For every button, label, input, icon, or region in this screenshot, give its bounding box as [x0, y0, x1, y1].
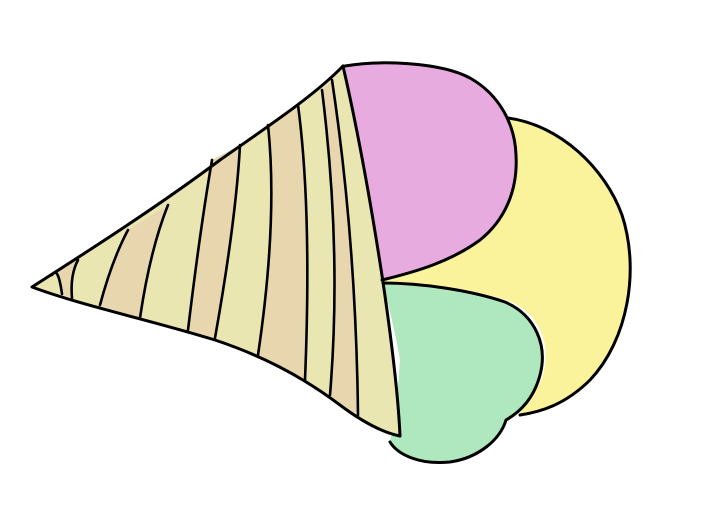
pink-scoop-outline — [343, 61, 518, 282]
cone-stripe — [213, 143, 242, 340]
green-scoop-outline — [381, 281, 544, 465]
yellow-scoop-outline — [506, 116, 632, 417]
cone-band — [258, 105, 308, 380]
cone-stripe — [330, 78, 360, 417]
cone-edge-outline — [341, 64, 402, 438]
pink-scoop — [345, 62, 517, 281]
cone-band — [100, 205, 168, 318]
yellow-scoop — [382, 118, 631, 415]
cone-band — [188, 145, 240, 338]
green-scoop — [383, 283, 543, 463]
cone-stripe — [296, 103, 309, 382]
cone-stripe — [186, 158, 214, 332]
cone-stripe — [320, 88, 336, 397]
cone-stripe — [256, 123, 273, 357]
cone-outline — [30, 64, 402, 438]
cone-stripe — [138, 203, 170, 320]
cone-bands — [52, 80, 358, 415]
cone-stripe — [98, 228, 130, 307]
cone-stripe — [70, 258, 80, 300]
cone-band — [322, 80, 358, 415]
cone-stripes — [50, 78, 360, 417]
